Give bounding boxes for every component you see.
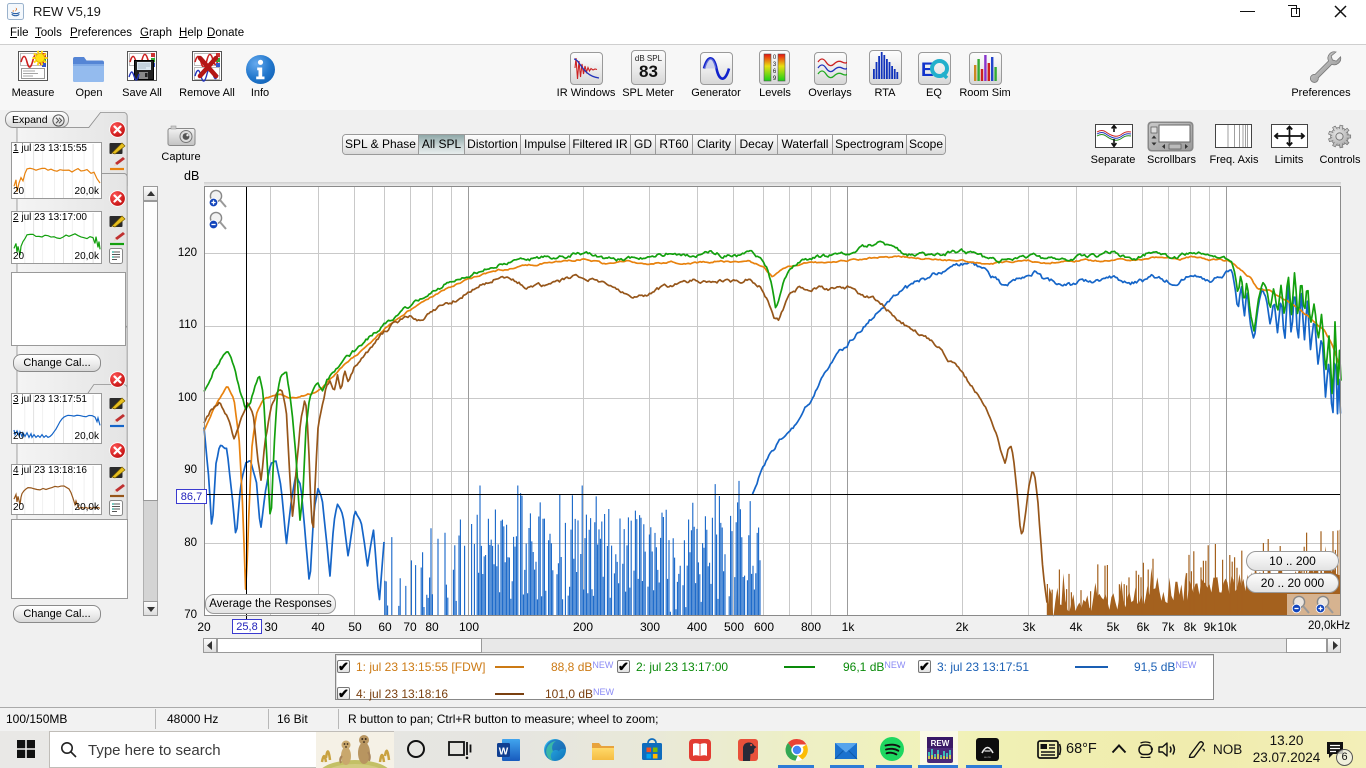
svg-text:E: E: [921, 60, 934, 81]
svg-text:REW: REW: [931, 739, 950, 748]
svg-text:9: 9: [773, 76, 777, 82]
svg-text:6: 6: [773, 69, 777, 75]
svg-text:audio: audio: [984, 755, 992, 759]
svg-text:3: 3: [773, 62, 777, 68]
svg-text:0: 0: [773, 55, 777, 61]
svg-text:W: W: [499, 747, 509, 758]
